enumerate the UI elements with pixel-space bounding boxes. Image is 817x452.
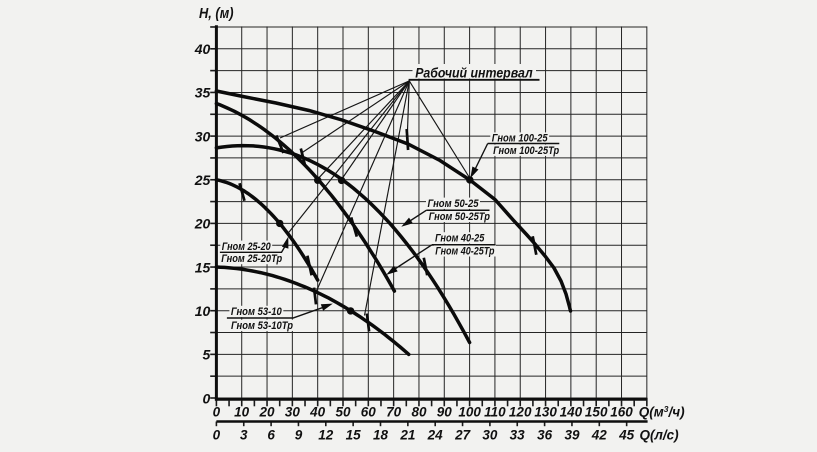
- svg-text:24: 24: [427, 427, 444, 442]
- svg-text:30: 30: [482, 427, 498, 442]
- svg-text:42: 42: [591, 427, 608, 442]
- svg-text:10: 10: [234, 405, 250, 420]
- svg-text:18: 18: [373, 427, 389, 442]
- svg-text:120: 120: [509, 405, 532, 420]
- svg-text:30: 30: [285, 405, 301, 420]
- svg-text:0: 0: [213, 427, 221, 442]
- svg-text:140: 140: [560, 405, 583, 420]
- svg-text:39: 39: [564, 427, 580, 442]
- svg-text:10: 10: [195, 303, 211, 319]
- svg-text:25: 25: [194, 172, 211, 188]
- svg-text:Гном 53-10Тр: Гном 53-10Тр: [231, 320, 293, 332]
- svg-text:Гном 40-25: Гном 40-25: [435, 233, 485, 245]
- svg-text:110: 110: [484, 405, 506, 420]
- svg-text:0: 0: [203, 390, 211, 406]
- svg-text:15: 15: [195, 259, 211, 275]
- svg-text:160: 160: [610, 405, 633, 420]
- svg-text:36: 36: [537, 427, 553, 442]
- svg-text:Рабочий интервал: Рабочий интервал: [415, 65, 533, 81]
- svg-text:12: 12: [318, 427, 334, 442]
- svg-text:Гном 40-25Тр: Гном 40-25Тр: [435, 246, 494, 258]
- svg-text:45: 45: [618, 427, 635, 442]
- svg-text:20: 20: [194, 216, 211, 232]
- svg-text:40: 40: [194, 41, 211, 57]
- svg-text:30: 30: [195, 128, 211, 144]
- svg-text:Q(м3/ч): Q(м3/ч): [639, 404, 685, 420]
- svg-text:Гном 25-20Тр: Гном 25-20Тр: [221, 253, 282, 265]
- svg-text:Гном 100-25: Гном 100-25: [492, 133, 548, 145]
- svg-text:Гном 25-20: Гном 25-20: [222, 241, 271, 253]
- svg-text:Q(л/с): Q(л/с): [640, 427, 680, 442]
- svg-text:150: 150: [585, 405, 608, 420]
- svg-text:H, (м): H, (м): [199, 6, 234, 22]
- svg-text:50: 50: [335, 405, 351, 420]
- svg-text:35: 35: [195, 85, 211, 101]
- svg-text:33: 33: [510, 427, 526, 442]
- svg-text:100: 100: [458, 405, 481, 420]
- svg-text:20: 20: [258, 405, 275, 420]
- svg-text:15: 15: [346, 427, 362, 442]
- svg-text:Гном 100-25Тр: Гном 100-25Тр: [493, 145, 559, 157]
- svg-text:Гном 50-25: Гном 50-25: [428, 198, 480, 210]
- svg-text:27: 27: [454, 427, 472, 442]
- svg-text:5: 5: [203, 347, 211, 363]
- svg-text:90: 90: [437, 405, 453, 420]
- svg-text:60: 60: [361, 405, 377, 420]
- svg-text:70: 70: [386, 405, 402, 420]
- svg-text:6: 6: [267, 427, 275, 442]
- svg-text:9: 9: [295, 427, 303, 442]
- svg-text:3: 3: [240, 427, 248, 442]
- svg-text:Гном 50-25Тр: Гном 50-25Тр: [429, 211, 490, 223]
- svg-text:40: 40: [309, 405, 326, 420]
- svg-text:0: 0: [213, 405, 221, 420]
- svg-text:21: 21: [399, 427, 415, 442]
- svg-text:130: 130: [534, 405, 557, 420]
- svg-text:80: 80: [411, 405, 427, 420]
- svg-text:Гном 53-10: Гном 53-10: [231, 306, 283, 318]
